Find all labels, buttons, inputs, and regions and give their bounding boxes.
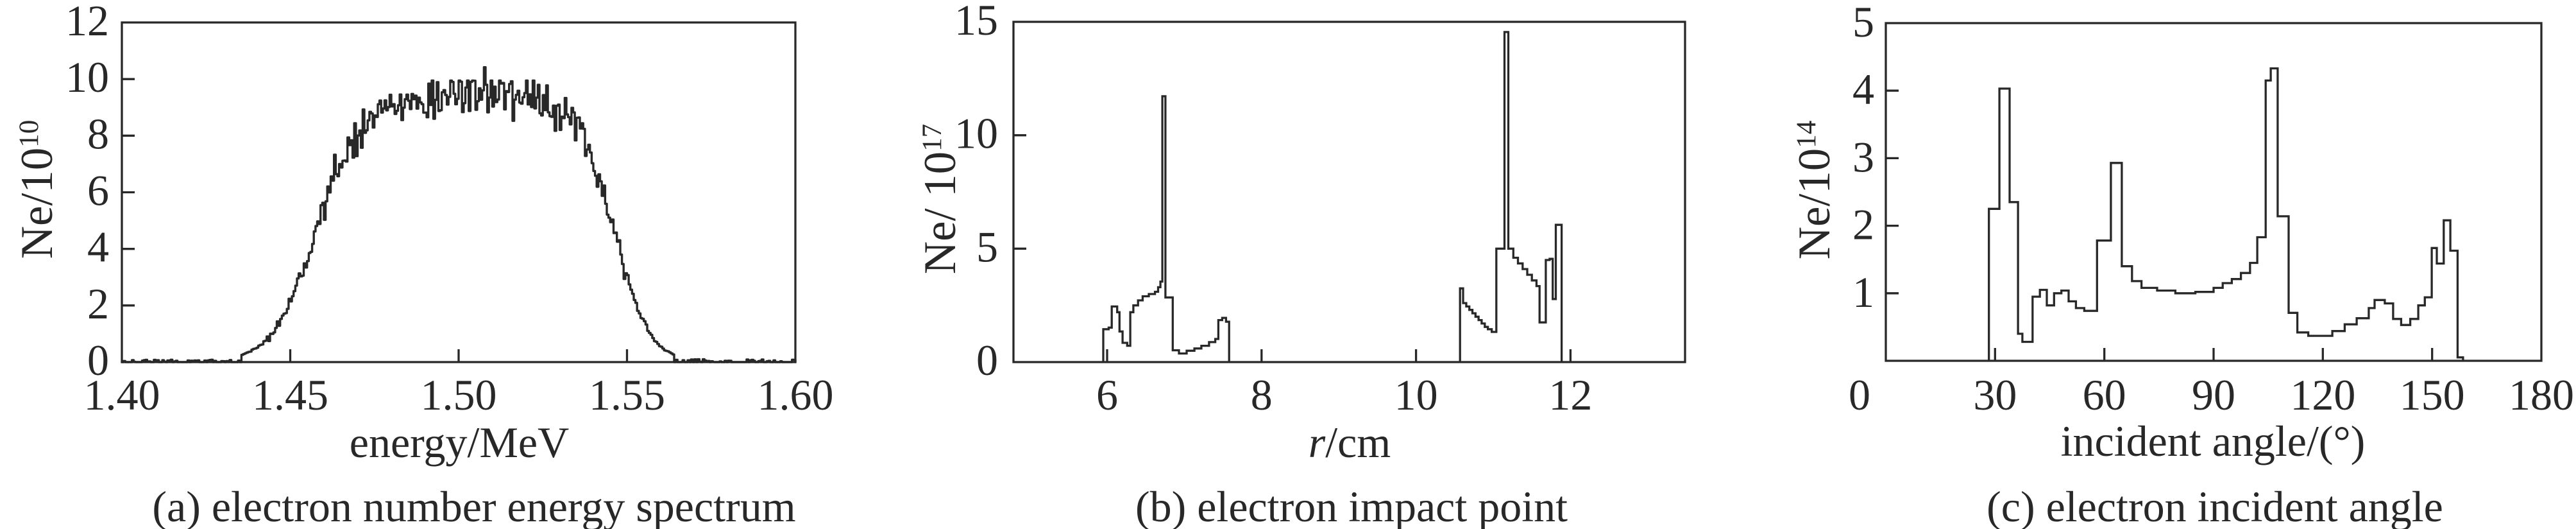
svg-text:4: 4 xyxy=(87,223,109,272)
svg-text:12: 12 xyxy=(1548,370,1592,419)
svg-text:0: 0 xyxy=(976,336,998,385)
svg-text:10: 10 xyxy=(954,109,998,158)
svg-text:10: 10 xyxy=(1394,370,1438,419)
svg-text:2: 2 xyxy=(1852,200,1874,249)
svg-text:120: 120 xyxy=(2290,370,2355,419)
svg-text:10: 10 xyxy=(65,53,109,101)
svg-text:5: 5 xyxy=(1852,0,1874,46)
svg-text:1.55: 1.55 xyxy=(589,370,665,419)
svg-text:1: 1 xyxy=(1852,268,1874,317)
svg-text:90: 90 xyxy=(2192,370,2235,419)
svg-text:2: 2 xyxy=(87,279,109,328)
svg-text:1.40: 1.40 xyxy=(84,370,160,419)
svg-text:5: 5 xyxy=(976,222,998,271)
svg-text:1.50: 1.50 xyxy=(421,370,497,419)
svg-text:r/cm: r/cm xyxy=(1309,418,1391,467)
svg-text:(c) electron incident angle: (c) electron incident angle xyxy=(1987,482,2443,529)
svg-text:60: 60 xyxy=(2083,370,2126,419)
svg-text:30: 30 xyxy=(1973,370,2017,419)
svg-text:(a) electron number energy spe: (a) electron number energy spectrum xyxy=(152,482,795,529)
svg-text:180: 180 xyxy=(2509,370,2574,419)
svg-text:energy/MeV: energy/MeV xyxy=(350,418,569,467)
svg-text:0: 0 xyxy=(1849,370,1870,419)
svg-text:4: 4 xyxy=(1852,65,1874,114)
svg-text:8: 8 xyxy=(1251,370,1273,419)
svg-text:6: 6 xyxy=(87,166,109,215)
svg-text:incident angle/(°): incident angle/(°) xyxy=(2061,417,2366,465)
svg-text:1.45: 1.45 xyxy=(252,370,328,419)
svg-text:(b) electron impact point: (b) electron impact point xyxy=(1135,482,1568,529)
svg-text:3: 3 xyxy=(1852,132,1874,181)
svg-text:6: 6 xyxy=(1096,370,1118,419)
svg-text:1.60: 1.60 xyxy=(758,370,834,419)
svg-text:150: 150 xyxy=(2400,370,2465,419)
svg-text:12: 12 xyxy=(65,0,109,45)
svg-text:0: 0 xyxy=(87,336,109,385)
svg-text:15: 15 xyxy=(954,0,998,44)
svg-text:8: 8 xyxy=(87,109,109,158)
